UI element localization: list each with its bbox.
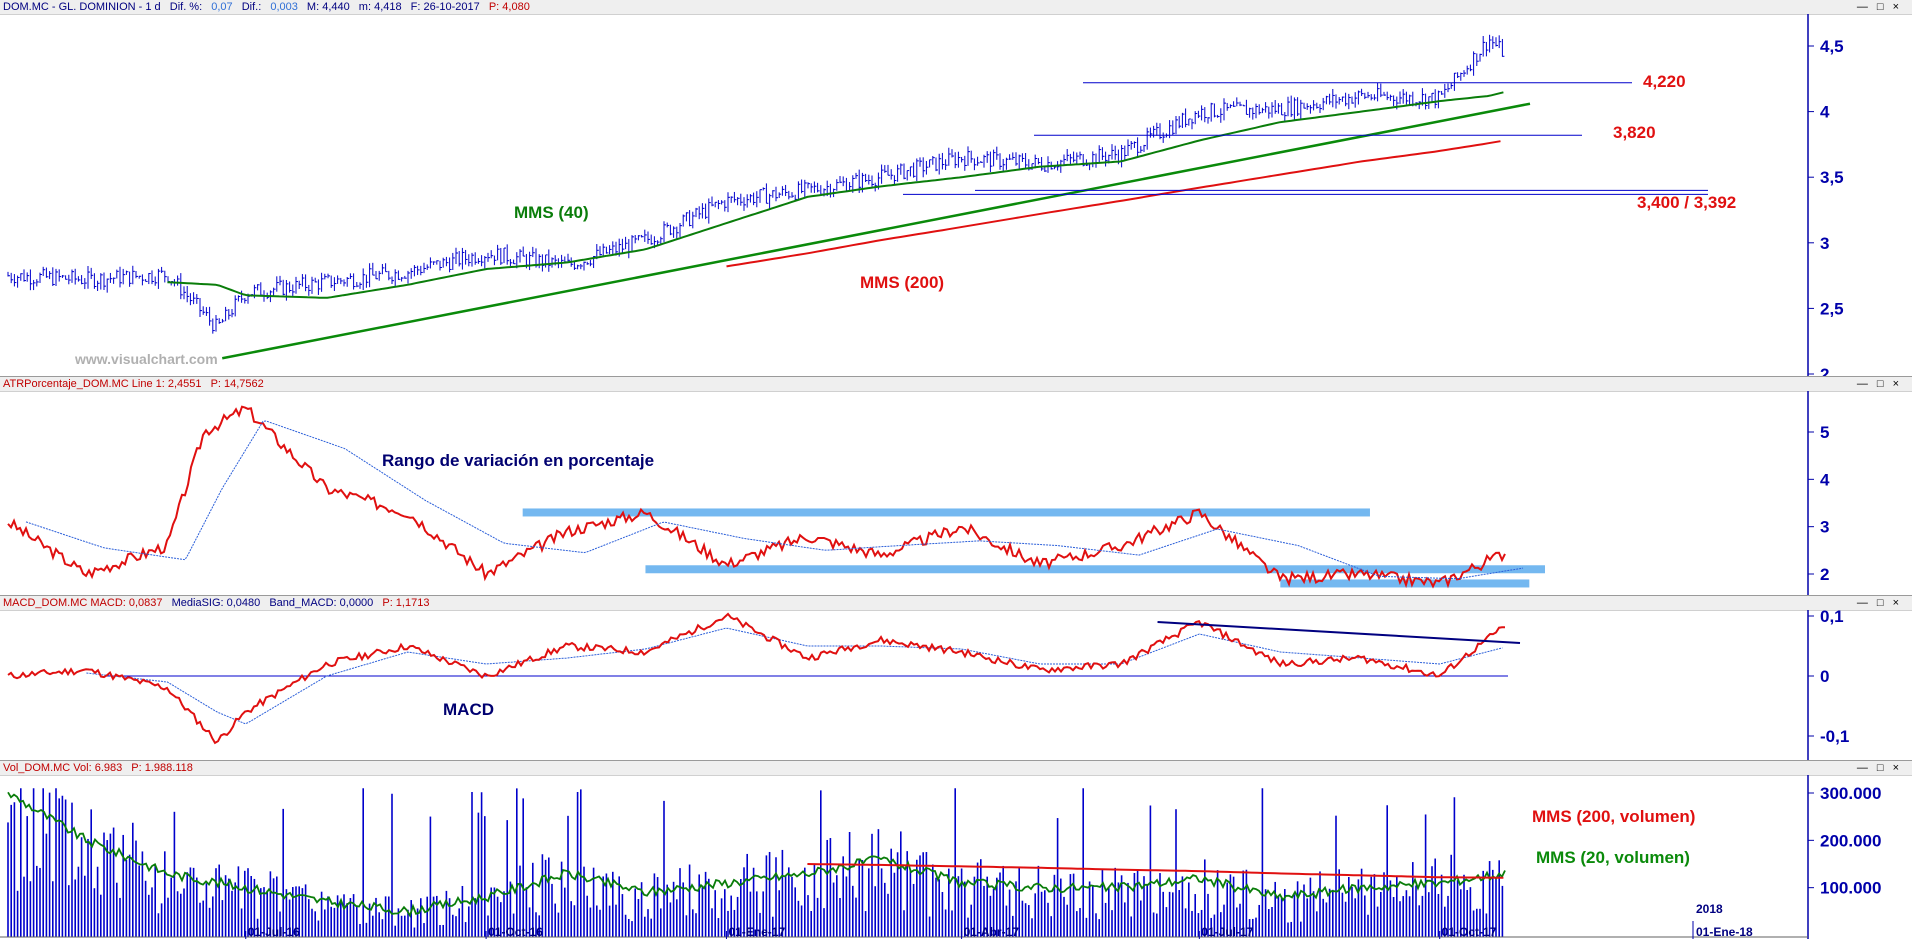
vol-tick-label: 200.000 bbox=[1820, 831, 1881, 850]
vol-tick-label: 100.000 bbox=[1820, 879, 1881, 898]
diff-pct-label: Dif. %: bbox=[169, 1, 203, 13]
volume-chart[interactable]: 300.000 200.000 100.000 bbox=[0, 775, 1912, 939]
x-axis-label: 01-Abr-17 bbox=[963, 925, 1019, 939]
atr-tick-label: 3 bbox=[1820, 518, 1829, 537]
price-tick-label: 4,5 bbox=[1820, 37, 1844, 56]
macd-divergence-line bbox=[1157, 621, 1521, 644]
macd-line bbox=[7, 612, 1506, 745]
price-tick-label: 4 bbox=[1820, 103, 1830, 122]
price-tick-label: 3,5 bbox=[1820, 168, 1844, 187]
macd-label: MACD bbox=[443, 700, 494, 719]
macd-value: MACD_DOM.MC MACD: 0,0837 bbox=[3, 597, 163, 609]
atr-panel-header: ATRPorcentaje_DOM.MC Line 1: 2,4551 P: 1… bbox=[0, 377, 1912, 392]
mediasig-value: MediaSIG: 0,0480 bbox=[171, 597, 261, 609]
window-controls[interactable]: — □ × bbox=[1856, 1, 1902, 13]
mms200-line bbox=[726, 140, 1501, 268]
price-panel: DOM.MC - GL. DOMINION - 1 d Dif. %: 0,07… bbox=[0, 0, 1912, 376]
atr-chart[interactable]: 5 4 3 2 bbox=[0, 391, 1912, 595]
atr-band-0 bbox=[522, 508, 1370, 517]
date-value: F: 26-10-2017 bbox=[410, 1, 480, 13]
macd-tick-label: 0 bbox=[1820, 667, 1829, 686]
macd-tick-label: 0,1 bbox=[1820, 610, 1844, 626]
price-symbol: DOM.MC - GL. DOMINION - 1 d bbox=[3, 1, 161, 13]
price-chart[interactable]: 4,5 4 3,5 3 2,5 2 bbox=[0, 14, 1912, 376]
vol-mms200-label: MMS (200, volumen) bbox=[1532, 807, 1696, 826]
mms40-line bbox=[167, 91, 1504, 299]
atr-panel: ATRPorcentaje_DOM.MC Line 1: 2,4551 P: 1… bbox=[0, 377, 1912, 595]
mms40-label: MMS (40) bbox=[514, 203, 589, 222]
volume-panel: Vol_DOM.MC Vol: 6.983 P: 1.988.118 — □ ×… bbox=[0, 761, 1912, 939]
atr-signal-line bbox=[25, 420, 1524, 580]
window-controls[interactable]: — □ × bbox=[1856, 762, 1902, 774]
level-3400-label: 3,400 / 3,392 bbox=[1637, 193, 1737, 212]
window-controls[interactable]: — □ × bbox=[1856, 597, 1902, 609]
x-axis-label: 01-Oct-16 bbox=[488, 925, 543, 939]
vol-mms20-line bbox=[7, 791, 1506, 918]
atr-tick-label: 2 bbox=[1820, 565, 1829, 584]
level-4220-label: 4,220 bbox=[1643, 72, 1686, 91]
macd-panel-header: MACD_DOM.MC MACD: 0,0837 MediaSIG: 0,048… bbox=[0, 596, 1912, 611]
x-axis-label: 01-Ene-18 bbox=[1696, 925, 1753, 939]
macd-p-value: P: 1,1713 bbox=[382, 597, 430, 609]
macd-chart[interactable]: 0,1 0 -0,1 bbox=[0, 610, 1912, 760]
vol-tick-label: 300.000 bbox=[1820, 784, 1881, 803]
price-tick-label: 2,5 bbox=[1820, 299, 1844, 318]
macd-panel: MACD_DOM.MC MACD: 0,0837 MediaSIG: 0,048… bbox=[0, 596, 1912, 760]
atr-label: Rango de variación en porcentaje bbox=[382, 451, 655, 470]
atr-tick-label: 4 bbox=[1820, 470, 1830, 489]
x-axis-label: 2018 bbox=[1696, 902, 1723, 916]
atr-tick-label: 5 bbox=[1820, 423, 1829, 442]
diff-label: Dif.: bbox=[241, 1, 262, 13]
price-tick-label: 3 bbox=[1820, 234, 1829, 253]
macd-signal-line bbox=[86, 627, 1503, 725]
price-tick-label: 2 bbox=[1820, 365, 1829, 376]
window-controls[interactable]: — □ × bbox=[1856, 378, 1902, 390]
price-value: P: 4,080 bbox=[488, 1, 530, 13]
level-3820-label: 3,820 bbox=[1613, 123, 1656, 142]
x-axis-label: 01-Ene-17 bbox=[728, 925, 786, 939]
x-axis-label: 01-Oct-17 bbox=[1441, 925, 1497, 939]
price-panel-header: DOM.MC - GL. DOMINION - 1 d Dif. %: 0,07… bbox=[0, 0, 1912, 15]
band-macd-value: Band_MACD: 0,0000 bbox=[269, 597, 374, 609]
diff-pct-value: 0,07 bbox=[211, 1, 233, 13]
vol-mms20-label: MMS (20, volumen) bbox=[1536, 848, 1690, 867]
watermark: www.visualchart.com bbox=[75, 351, 218, 367]
x-axis-label: 01-Jul-16 bbox=[247, 925, 300, 939]
atr-name: ATRPorcentaje_DOM.MC Line 1: 2,4551 bbox=[3, 378, 202, 390]
vol-value: Vol_DOM.MC Vol: 6.983 bbox=[3, 762, 123, 774]
diff-value: 0,003 bbox=[270, 1, 298, 13]
volume-panel-header: Vol_DOM.MC Vol: 6.983 P: 1.988.118 — □ × bbox=[0, 761, 1912, 776]
green-trendline bbox=[221, 102, 1531, 360]
x-axis-label: 01-Jul-17 bbox=[1201, 925, 1254, 939]
macd-tick-label: -0,1 bbox=[1820, 727, 1849, 746]
max-value: M: 4,440 bbox=[306, 1, 350, 13]
min-value: m: 4,418 bbox=[358, 1, 402, 13]
mms200-label: MMS (200) bbox=[860, 273, 945, 292]
vol-mms200-line bbox=[807, 863, 1504, 879]
atr-line bbox=[7, 405, 1506, 589]
atr-band-1 bbox=[645, 565, 1545, 574]
atr-p-value: P: 14,7562 bbox=[210, 378, 264, 390]
vol-p-value: P: 1.988.118 bbox=[131, 762, 193, 774]
